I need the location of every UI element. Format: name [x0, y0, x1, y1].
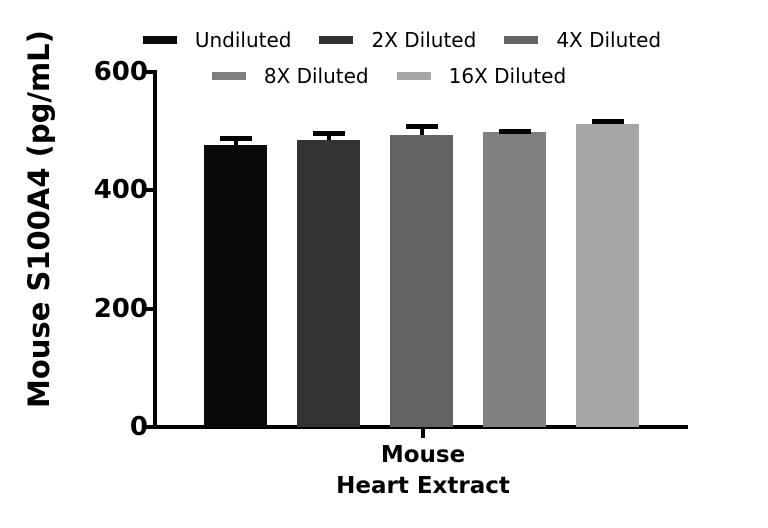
legend-label: 4X Diluted — [556, 28, 662, 52]
legend-swatch-icon — [211, 72, 246, 80]
error-bar-stem — [419, 125, 424, 136]
y-tick-label-600: 600 — [93, 57, 148, 87]
y-tick-label-400: 400 — [93, 175, 148, 206]
y-axis-tick-600 — [145, 70, 155, 74]
y-axis-tick-200 — [145, 306, 155, 311]
x-axis-label-line1: Mouse — [380, 442, 466, 468]
error-bar-cap — [591, 118, 624, 124]
x-axis-center-tick — [421, 429, 425, 438]
y-axis-tick-400 — [145, 188, 155, 193]
y-axis-tick-0 — [145, 425, 155, 429]
legend-item-8x-diluted: 8X Diluted — [211, 64, 369, 88]
legend-swatch-icon — [142, 36, 177, 44]
legend-swatch-icon — [319, 36, 354, 44]
y-axis-line — [153, 70, 157, 429]
legend-swatch-icon — [396, 72, 431, 80]
bar-4x-diluted — [390, 135, 453, 427]
error-bar-cap — [405, 124, 438, 130]
legend-item-16x-diluted: 16X Diluted — [396, 64, 567, 88]
error-bar-cap — [498, 129, 531, 134]
legend-item-2x-diluted: 2X Diluted — [319, 28, 476, 52]
legend-swatch-icon — [504, 36, 539, 44]
legend-item-4x-diluted: 4X Diluted — [504, 28, 661, 52]
legend-label: Undiluted — [194, 28, 292, 52]
x-axis-label: Mouse Heart Extract — [273, 440, 573, 502]
error-bar-cap — [219, 136, 252, 142]
legend-label: 16X Diluted — [448, 64, 567, 88]
bar-16x-diluted — [576, 123, 639, 427]
y-tick-label-0: 0 — [129, 412, 148, 442]
bar-2x-diluted — [297, 140, 360, 427]
plot-area — [155, 72, 688, 427]
y-axis-title: Mouse S100A4 (pg/mL) — [22, 30, 56, 408]
bar-8x-diluted — [483, 132, 546, 427]
error-bar-stem — [326, 131, 331, 141]
legend-label: 2X Diluted — [371, 28, 477, 52]
x-axis-label-line2: Heart Extract — [336, 473, 510, 499]
x-axis-line — [145, 425, 688, 429]
legend-label: 8X Diluted — [263, 64, 369, 88]
legend-item-undiluted: Undiluted — [142, 28, 292, 52]
bar-undiluted — [204, 144, 267, 427]
legend-row-1: Undiluted 2X Diluted 4X Diluted — [18, 28, 768, 52]
legend-row-2: 8X Diluted 16X Diluted — [5, 64, 768, 88]
error-bar-cap — [312, 130, 345, 136]
y-tick-label-200: 200 — [93, 293, 148, 324]
